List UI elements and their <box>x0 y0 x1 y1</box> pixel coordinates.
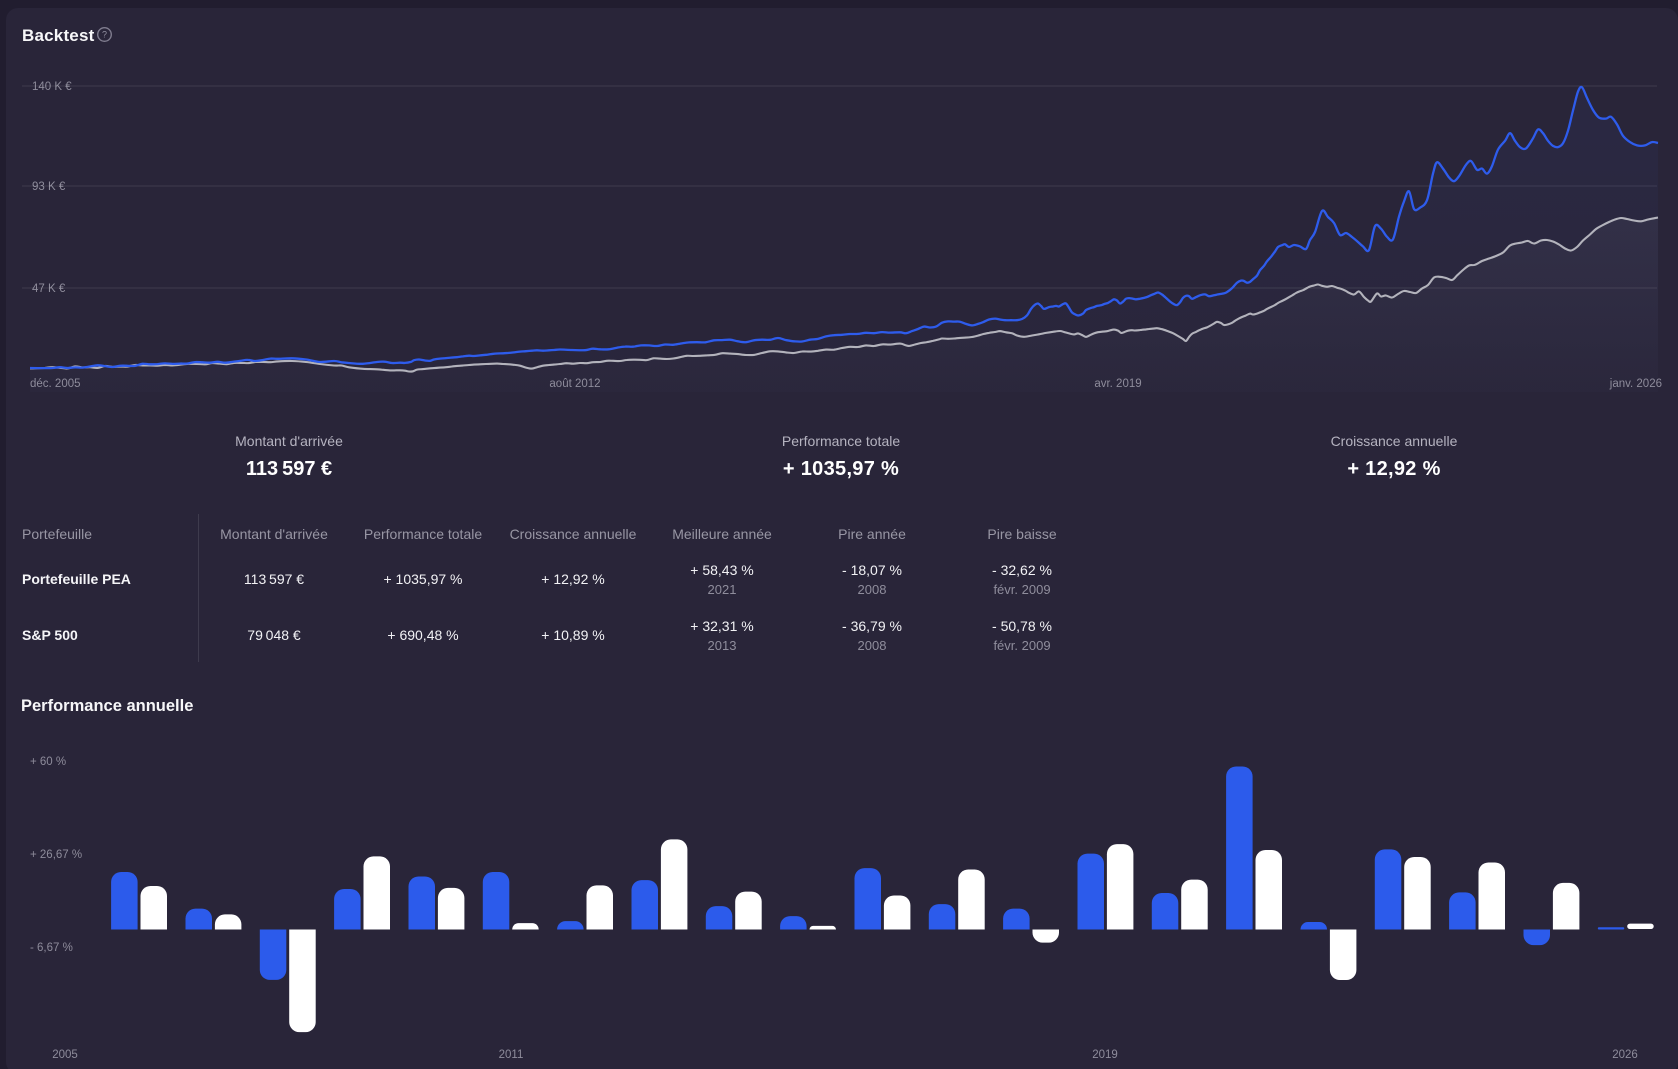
svg-text:2026: 2026 <box>1612 1049 1638 1061</box>
svg-text:2011: 2011 <box>499 1049 524 1061</box>
svg-text:2005: 2005 <box>52 1049 78 1061</box>
svg-text:+ 26,67 %: + 26,67 % <box>30 849 82 861</box>
svg-text:140 K €: 140 K € <box>32 81 72 93</box>
svg-text:janv. 2026: janv. 2026 <box>1609 378 1662 390</box>
svg-text:93 K €: 93 K € <box>32 181 66 193</box>
svg-text:2019: 2019 <box>1092 1049 1118 1061</box>
svg-text:?: ? <box>102 30 107 40</box>
svg-text:déc. 2005: déc. 2005 <box>30 378 81 390</box>
svg-text:47 K €: 47 K € <box>32 283 66 295</box>
svg-text:août 2012: août 2012 <box>549 378 600 390</box>
svg-text:- 6,67 %: - 6,67 % <box>30 942 73 954</box>
svg-text:+ 60 %: + 60 % <box>30 756 66 768</box>
svg-text:avr. 2019: avr. 2019 <box>1094 378 1141 390</box>
